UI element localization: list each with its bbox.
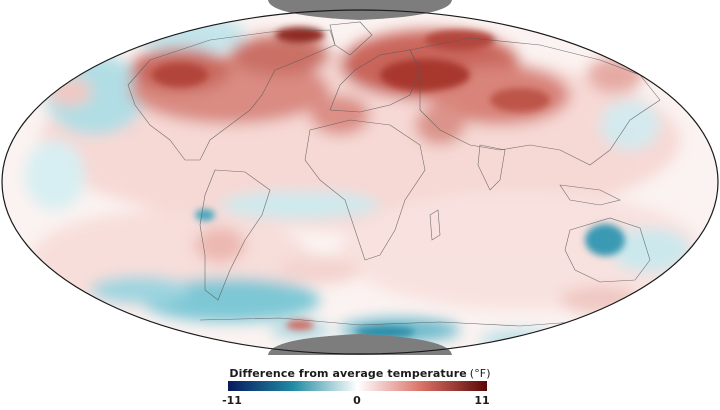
legend-unit: (°F) — [469, 367, 491, 380]
legend-tick-zero: 0 — [353, 394, 361, 407]
legend-title-text: Difference from average temperature — [229, 367, 467, 380]
color-scale-bar — [228, 381, 487, 391]
legend-title: Difference from average temperature (°F) — [0, 367, 720, 380]
continent-outlines — [127, 21, 661, 327]
legend-tick-min: -11 — [222, 394, 242, 407]
south-pole-no-data — [268, 334, 452, 355]
color-scale-gradient — [228, 381, 487, 391]
legend-tick-max: 11 — [474, 394, 490, 407]
globe-outline — [1, 9, 719, 355]
